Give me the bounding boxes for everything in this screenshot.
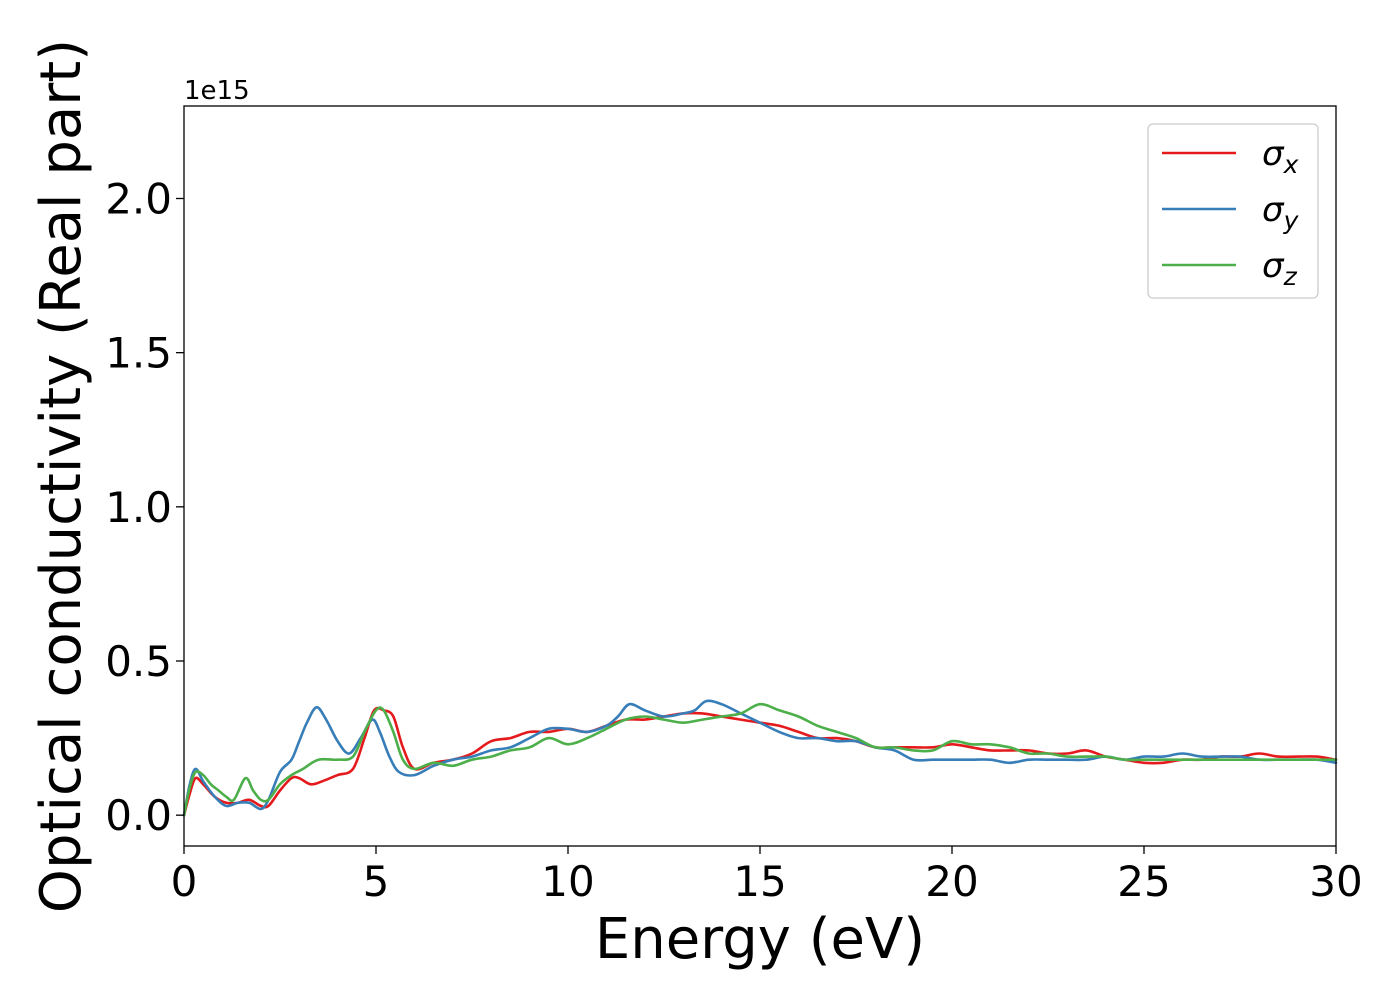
x-tick-label: 25 [1117, 857, 1170, 906]
x-tick-label: 10 [541, 857, 594, 906]
legend-item-sigma-z: σz [1162, 246, 1298, 291]
legend-label: σz [1262, 246, 1298, 291]
series-line-sigma-z [182, 702, 1338, 817]
x-axis-title: Energy (eV) [595, 907, 925, 972]
y-tick-label: 1.5 [105, 329, 172, 378]
x-tick-label: 5 [363, 857, 390, 906]
x-tick-label: 30 [1309, 857, 1362, 906]
legend-label: σy [1262, 190, 1300, 235]
x-tick-label: 20 [925, 857, 978, 906]
y-tick-label: 2.0 [105, 175, 172, 224]
series-lines [182, 699, 1338, 817]
y-tick-label: 1.0 [105, 483, 172, 532]
legend-frame [1147, 123, 1319, 299]
legend-item-sigma-y: σy [1162, 190, 1300, 235]
x-tick-label: 15 [733, 857, 786, 906]
y-offset-label: 1e15 [184, 76, 250, 106]
y-axis-ticks: 0.0 0.5 1.0 1.5 2.0 [105, 175, 184, 840]
legend-item-sigma-x: σx [1162, 134, 1299, 179]
legend-label: σx [1262, 134, 1299, 179]
x-axis-ticks: 0 5 10 15 20 25 30 [171, 846, 1363, 906]
y-axis-title: Optical conductivity (Real part) [29, 39, 94, 913]
x-tick-label: 0 [171, 857, 198, 906]
legend-items: σx σy σz [1162, 134, 1300, 291]
y-tick-label: 0.5 [105, 637, 172, 686]
y-tick-label: 0.0 [105, 791, 172, 840]
legend: σx σy σz [1147, 123, 1319, 299]
